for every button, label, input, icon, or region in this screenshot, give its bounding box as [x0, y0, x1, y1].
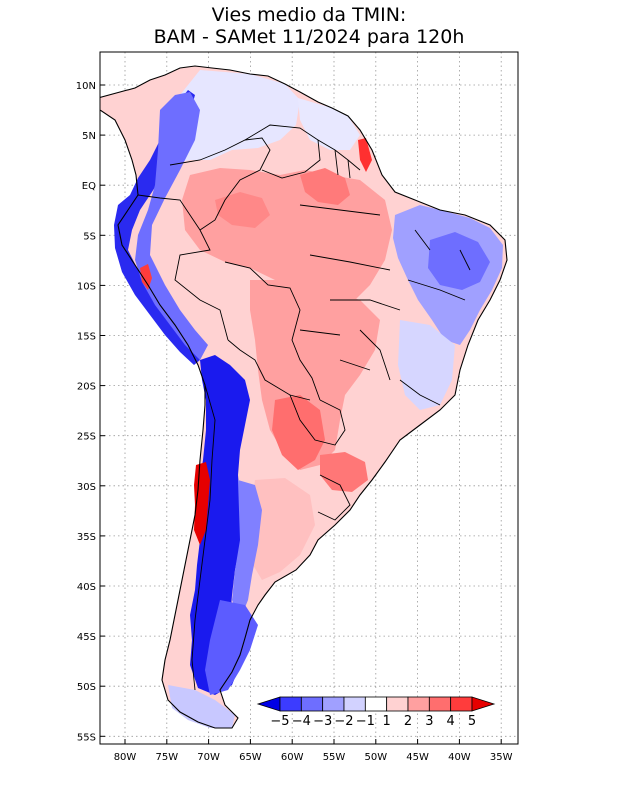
colorbar-swatch [450, 696, 473, 712]
border-chile-argentina [191, 384, 216, 691]
lon-tick-label: 50W [364, 752, 387, 763]
coastline [100, 65, 508, 729]
border-paraguay [289, 394, 346, 446]
colorbar-swatch [322, 696, 345, 712]
lon-tick-label: 75W [155, 752, 178, 763]
colorbar: −5 −4 −3 −2 −1 1 2 3 4 5 [256, 696, 496, 729]
plot-frame [99, 51, 519, 745]
lat-tick-label: 35S [77, 532, 96, 543]
lat-tick-label: 20S [77, 382, 96, 393]
lon-tick-label: 35W [490, 752, 513, 763]
title-line-2: BAM - SAMet 11/2024 para 120h [154, 26, 465, 48]
lat-tick-label: 5N [82, 131, 96, 142]
colorbar-swatch [279, 696, 302, 712]
lat-tick-label: 15S [77, 332, 96, 343]
bias-neg-tierra [168, 685, 235, 728]
bias-neg-andes-chile [190, 355, 250, 695]
lon-tick-label: 55W [323, 752, 346, 763]
political-borders [137, 124, 471, 691]
lat-tick-label: 30S [77, 482, 96, 493]
bias-field [100, 66, 507, 728]
bias-neg-chile-light [232, 480, 262, 620]
colorbar-label: 3 [425, 714, 433, 729]
colorbar-label: −1 [356, 714, 375, 729]
axis-ticks: 80W 75W 70W 65W 60W 55W 50W 45W 40W 35W 10N 5N EQ 5S 1… [76, 81, 513, 763]
lat-tick-label: EQ [82, 181, 96, 192]
lat-tick-label: 55S [77, 732, 96, 743]
border-uruguay [317, 474, 351, 521]
bias-pos-rs [320, 452, 368, 492]
border-ecuador-peru [137, 194, 229, 341]
colorbar-label: −4 [292, 714, 311, 729]
lat-tick-label: 10S [77, 281, 96, 292]
lon-tick-label: 40W [448, 752, 471, 763]
bias-neg-nordeste-strong [428, 232, 490, 290]
bias-pos-amazon-strong-2 [215, 192, 270, 228]
colorbar-swatch [428, 696, 452, 712]
bias-pos-pampas [250, 478, 315, 580]
lon-tick-label: 65W [239, 752, 262, 763]
border-venezuela [244, 124, 321, 179]
bias-pos-peru-hot [140, 264, 152, 290]
border-brazil-states [299, 204, 471, 406]
bias-neg-east-light [398, 320, 455, 410]
title-line-1: Vies medio da TMIN: [212, 4, 407, 26]
colorbar-label: −3 [313, 714, 332, 729]
lat-tick-label: 25S [77, 432, 96, 443]
lat-tick-label: 45S [77, 632, 96, 643]
bias-pos-chaco [272, 395, 325, 470]
border-colombia [169, 137, 271, 231]
border-guianas [317, 139, 361, 179]
colorbar-swatch [343, 696, 366, 712]
colorbar-swatch [407, 696, 430, 712]
lon-tick-label: 70W [197, 752, 220, 763]
border-brazil-west [224, 261, 321, 401]
colorbar-label: 1 [383, 714, 391, 729]
bias-pos-amazon-strong [300, 168, 350, 205]
lon-tick-label: 60W [281, 752, 304, 763]
colorbar-swatch [364, 696, 388, 712]
colorbar-label: 5 [468, 714, 476, 729]
border-bolivia [227, 339, 311, 401]
colorbar-label: −2 [334, 714, 353, 729]
lat-tick-label: 5S [83, 231, 96, 242]
bias-neg-andes-north [114, 90, 200, 365]
colorbar-label: 2 [404, 714, 412, 729]
colorbar-swatch [386, 696, 409, 712]
bias-pos-amazon-edge [358, 138, 372, 172]
lat-tick-label: 50S [77, 682, 96, 693]
colorbar-arrow-high [471, 696, 496, 712]
lon-tick-label: 45W [406, 752, 429, 763]
lon-tick-label: 80W [114, 752, 137, 763]
colorbar-label: 4 [447, 714, 455, 729]
lat-tick-label: 10N [76, 81, 96, 92]
colorbar-swatch [300, 696, 324, 712]
colorbar-label: −5 [270, 714, 289, 729]
bias-neg-patagonia [205, 600, 258, 695]
lat-tick-label: 40S [77, 582, 96, 593]
